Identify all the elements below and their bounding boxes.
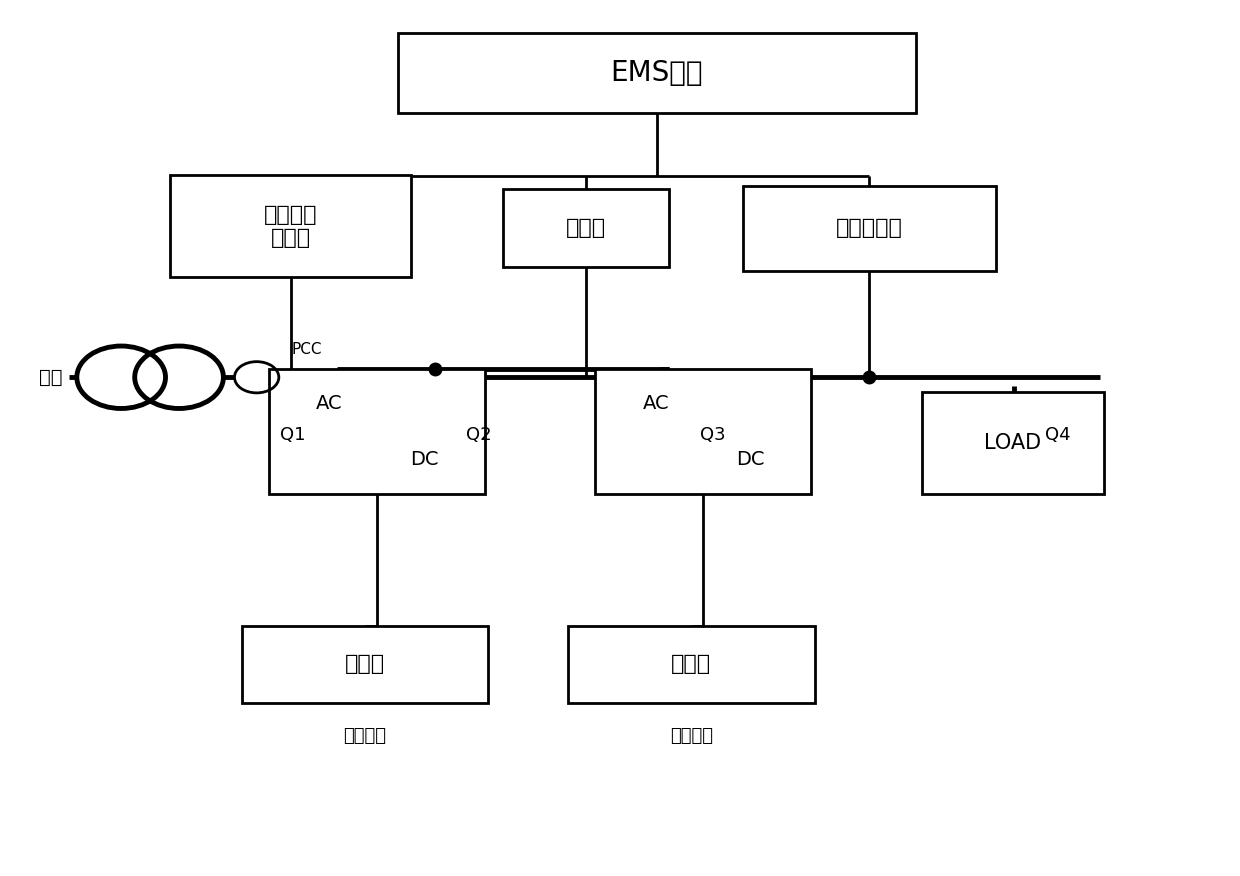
Text: DC: DC — [410, 449, 439, 469]
Bar — [743, 187, 996, 271]
Text: LOAD: LOAD — [985, 434, 1042, 453]
Text: 电能质量
分析仪: 电能质量 分析仪 — [264, 205, 317, 248]
Text: 电网: 电网 — [38, 368, 62, 387]
Text: 储能系统: 储能系统 — [343, 726, 387, 745]
Text: PCC: PCC — [291, 343, 321, 357]
Text: 集线器: 集线器 — [567, 218, 606, 238]
Text: Q2: Q2 — [466, 426, 492, 443]
Bar — [242, 626, 489, 703]
Bar — [595, 369, 811, 494]
Text: EMS系统: EMS系统 — [610, 59, 703, 87]
Text: 微网控制器: 微网控制器 — [836, 218, 903, 238]
Text: 光伏系统: 光伏系统 — [670, 726, 713, 745]
Bar — [398, 32, 915, 113]
Text: AC: AC — [316, 394, 342, 413]
Bar — [503, 189, 670, 267]
Bar — [269, 369, 485, 494]
Bar — [568, 626, 815, 703]
Text: 蓄电池: 蓄电池 — [345, 654, 386, 675]
Text: Q4: Q4 — [1045, 426, 1070, 443]
Text: Q3: Q3 — [701, 426, 725, 443]
Bar — [921, 392, 1104, 494]
Text: Q1: Q1 — [280, 426, 306, 443]
Text: DC: DC — [737, 449, 765, 469]
Text: 电池板: 电池板 — [671, 654, 712, 675]
Text: AC: AC — [642, 394, 670, 413]
Bar — [170, 175, 410, 278]
